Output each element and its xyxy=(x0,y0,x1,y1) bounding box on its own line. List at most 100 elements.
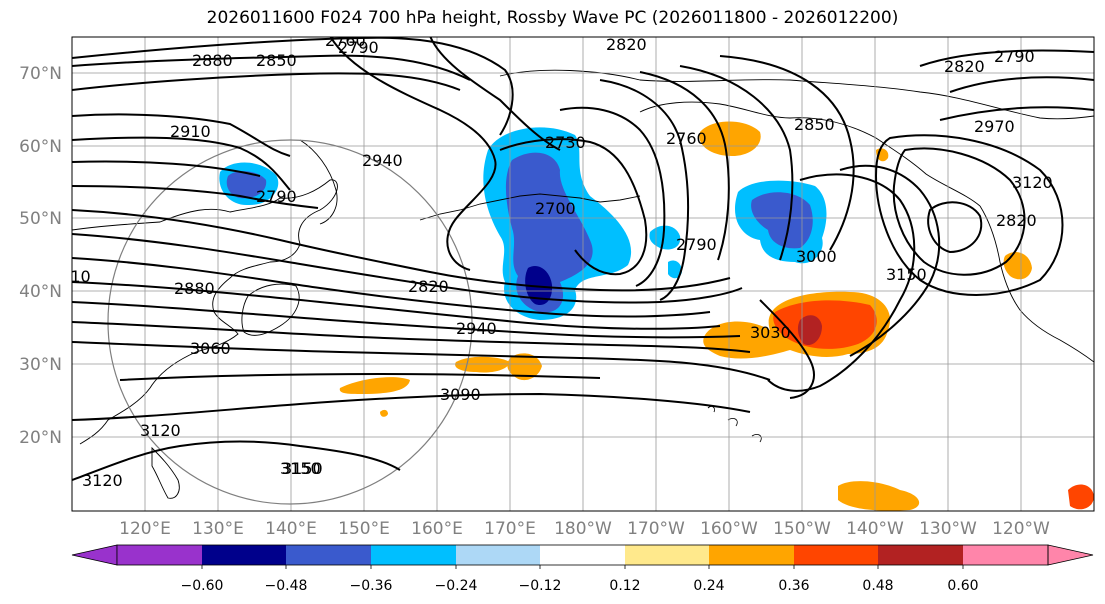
contour-label: 2790 xyxy=(338,38,379,57)
latitude-label: 30°N xyxy=(19,355,62,375)
colorbar: −0.60 −0.48 −0.36 −0.24 −0.12 0.12 0.24 … xyxy=(71,544,1094,594)
longitude-label: 150°E xyxy=(338,519,390,539)
colorbar-tick-label: 0.12 xyxy=(609,578,640,594)
contour-label: 3150 xyxy=(886,265,927,284)
anomaly-blob-positive-small xyxy=(339,377,410,394)
contour-label: 3000 xyxy=(796,247,837,266)
colorbar-frame xyxy=(116,544,1049,566)
coastline-kamchatka xyxy=(299,139,338,225)
colorbar-tick-label: 0.48 xyxy=(862,578,893,594)
colorbar-tick-labels: −0.60 −0.48 −0.36 −0.24 −0.12 0.12 0.24 … xyxy=(181,578,979,594)
colorbar-segment xyxy=(794,545,878,565)
anomaly-blob-positive-west-2 xyxy=(507,353,542,381)
anomaly-blob-positive-small-2 xyxy=(380,409,388,417)
contour-label: 2760 xyxy=(666,129,707,148)
contour-label: 3120 xyxy=(140,421,181,440)
longitude-label: 170°W xyxy=(627,519,685,539)
contour-label: 2820 xyxy=(996,211,1037,230)
contour-label: 3120 xyxy=(1012,173,1053,192)
anomaly-blob-positive-west xyxy=(455,356,510,373)
contour-label: 2910 xyxy=(50,267,91,286)
colorbar-tick-label: 0.60 xyxy=(947,578,978,594)
latitude-label: 70°N xyxy=(19,64,62,84)
anomaly-shading xyxy=(219,121,1094,511)
contour-label: 2760 xyxy=(325,31,366,50)
colorbar-tick-label: 0.24 xyxy=(693,578,724,594)
contour-label: 2910 xyxy=(170,122,211,141)
anomaly-blob-negative-japan-core xyxy=(226,171,267,199)
contour-label: 2790 xyxy=(994,47,1035,66)
contour-label: 2940 xyxy=(456,319,497,338)
contour-label: 2820 xyxy=(408,277,449,296)
contour-label: 2730 xyxy=(545,133,586,152)
longitude-label: 160°E xyxy=(411,519,463,539)
latitude-labels: 70°N 60°N 50°N 40°N 30°N 20°N xyxy=(19,64,62,448)
colorbar-segment xyxy=(878,545,963,565)
longitude-label: 120°E xyxy=(119,519,171,539)
anomaly-blob-negative-small-2 xyxy=(668,260,682,279)
contour-label: 3090 xyxy=(440,385,481,404)
contour-label: 2790 xyxy=(256,187,297,206)
range-circle xyxy=(107,139,473,505)
map-frame xyxy=(71,36,1095,512)
coastline-philippines xyxy=(151,446,180,499)
colorbar-segment xyxy=(371,545,456,565)
colorbar-extend-right xyxy=(1047,544,1094,566)
anomaly-blob-positive-sw xyxy=(838,481,920,511)
longitude-label: 140°E xyxy=(265,519,317,539)
contour-labels: 2760 2790 2880 2850 2820 2820 2790 2910 … xyxy=(50,31,1053,490)
colorbar-segment xyxy=(286,545,371,565)
contour-label: 2970 xyxy=(974,117,1015,136)
colorbar-segment xyxy=(202,545,286,565)
latitude-label: 20°N xyxy=(19,428,62,448)
contour-label: 3060 xyxy=(190,339,231,358)
contour-label: 2940 xyxy=(362,151,403,170)
contour-label: 2820 xyxy=(944,57,985,76)
longitude-label: 170°E xyxy=(484,519,536,539)
colorbar-segment xyxy=(117,545,202,565)
colorbar-ticks xyxy=(201,565,964,569)
longitude-label: 150°W xyxy=(773,519,831,539)
latitude-label: 50°N xyxy=(19,209,62,229)
anomaly-blob-positive-coast xyxy=(1003,252,1032,280)
anomaly-blob-positive-se xyxy=(1068,484,1094,510)
coastline-hawaii xyxy=(707,405,762,443)
contour-label: 2700 xyxy=(535,199,576,218)
coastline-japan xyxy=(241,283,300,336)
anomaly-blob-positive-bering xyxy=(699,121,761,156)
contour-label: 3150 xyxy=(280,459,321,478)
colorbar-tick-label: −0.60 xyxy=(181,578,224,594)
longitude-labels: 120°E 130°E 140°E 150°E 160°E 170°E 180°… xyxy=(119,519,1050,539)
anomaly-blob-negative-small xyxy=(649,225,681,250)
longitude-label: 180°W xyxy=(554,519,612,539)
anomaly-blob-positive-central-core xyxy=(797,315,822,346)
figure-title: 2026011600 F024 700 hPa height, Rossby W… xyxy=(206,8,899,28)
colorbar-tick-label: −0.48 xyxy=(265,578,308,594)
anomaly-blob-negative-gulf-core xyxy=(751,192,813,249)
colorbar-segment xyxy=(456,545,540,565)
colorbar-tick-label: −0.36 xyxy=(350,578,393,594)
colorbar-segment xyxy=(963,545,1048,565)
coastline-asia xyxy=(72,179,338,445)
coastline-arctic xyxy=(499,69,1094,120)
longitude-label: 130°W xyxy=(919,519,977,539)
contour-label: 2880 xyxy=(174,279,215,298)
contour-label: 2790 xyxy=(676,235,717,254)
contour-label: 2880 xyxy=(192,51,233,70)
colorbar-tick-label: −0.12 xyxy=(519,578,562,594)
contour-label: 3120 xyxy=(82,471,123,490)
coastlines xyxy=(72,69,1094,499)
colorbar-segment xyxy=(625,545,709,565)
longitude-label: 160°W xyxy=(700,519,758,539)
contour-label: 3150 xyxy=(282,459,323,478)
longitude-label: 130°E xyxy=(192,519,244,539)
anomaly-blob-positive-central-mid xyxy=(773,300,877,349)
coastline-aleutians xyxy=(419,193,641,221)
colorbar-segment xyxy=(540,545,625,565)
longitude-label: 140°W xyxy=(846,519,904,539)
colorbar-tick-label: −0.24 xyxy=(435,578,478,594)
latitude-label: 60°N xyxy=(19,137,62,157)
colorbar-tick-label: 0.36 xyxy=(778,578,809,594)
